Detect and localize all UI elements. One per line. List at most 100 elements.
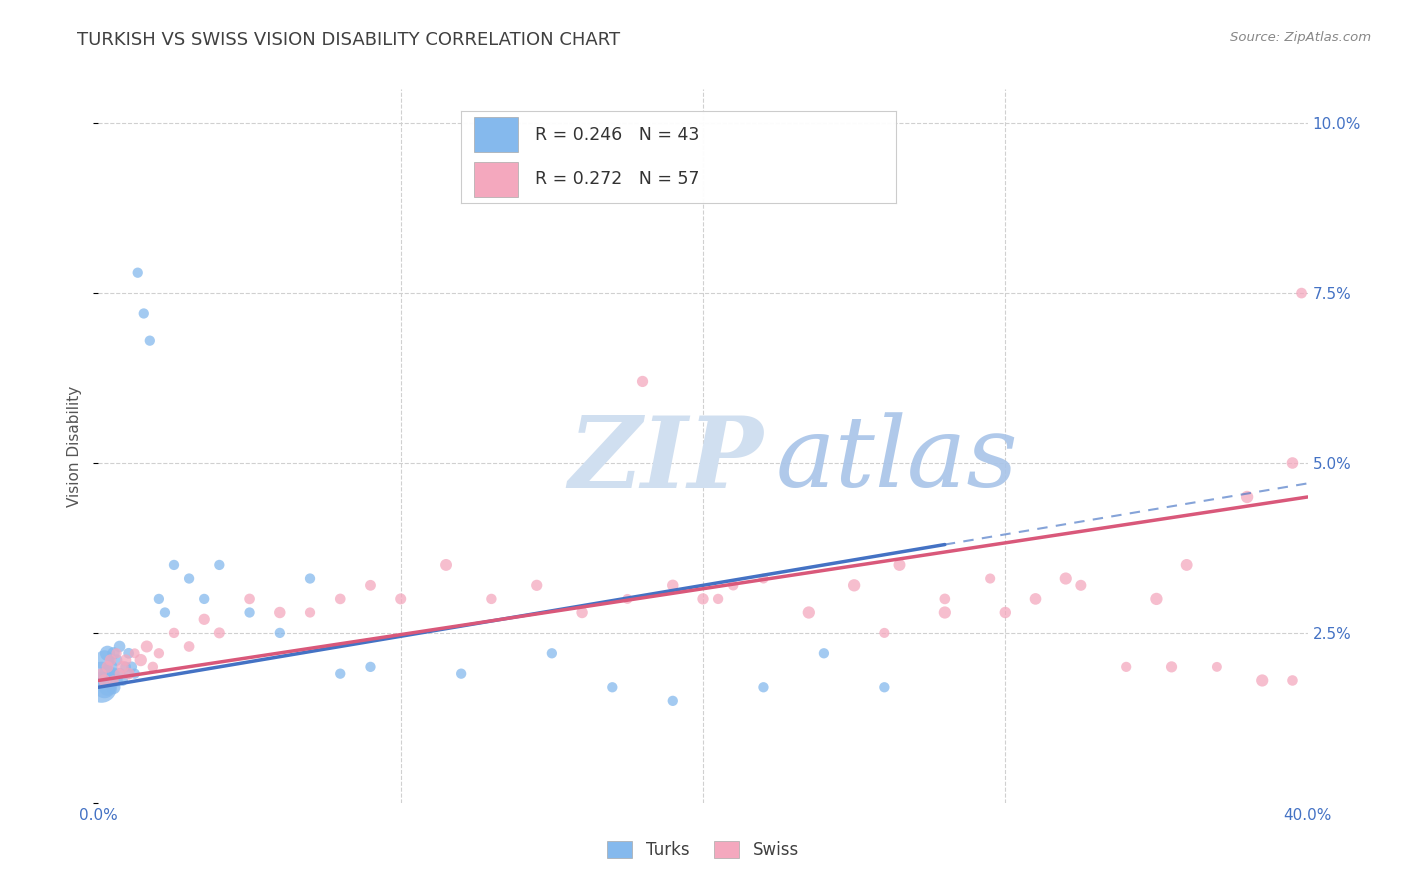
Point (139, 334, 162, 348)
Point (299, 572, 322, 586)
Point (163, 558, 186, 572)
Point (193, 591, 215, 606)
Point (208, 626, 231, 640)
Point (108, 666, 131, 681)
Point (1236, 490, 1258, 504)
Point (103, 673, 125, 688)
Point (979, 572, 1001, 586)
Point (723, 578, 745, 592)
Point (111, 673, 134, 688)
Point (1115, 660, 1137, 674)
Point (103, 666, 125, 681)
Point (934, 606, 956, 620)
Point (934, 591, 956, 606)
Point (96, 666, 118, 681)
Point (179, 640, 201, 654)
Point (873, 626, 896, 640)
Point (602, 680, 624, 694)
Point (108, 666, 131, 681)
Point (124, 666, 146, 681)
Text: atlas: atlas (776, 413, 1018, 508)
Point (118, 646, 141, 660)
Point (707, 591, 730, 606)
Point (631, 375, 654, 389)
Point (1054, 572, 1077, 586)
Point (108, 640, 131, 654)
Point (239, 591, 262, 606)
Point (148, 646, 170, 660)
Point (90, 666, 112, 681)
Point (1175, 558, 1198, 572)
Point (1251, 673, 1274, 688)
Point (127, 266, 149, 280)
Point (118, 666, 141, 681)
Point (813, 646, 835, 660)
Point (360, 660, 382, 674)
Point (114, 653, 136, 667)
Point (1070, 578, 1092, 592)
Point (135, 640, 157, 654)
Point (132, 306, 155, 320)
Point (142, 660, 165, 674)
Point (873, 680, 896, 694)
Point (481, 591, 503, 606)
Point (1291, 286, 1313, 301)
Point (269, 626, 291, 640)
Point (1144, 591, 1167, 606)
Point (100, 653, 122, 667)
Point (844, 578, 866, 592)
Point (360, 578, 382, 592)
Point (121, 660, 143, 674)
Point (661, 578, 683, 592)
Point (179, 572, 201, 586)
Point (90, 666, 112, 681)
Point (540, 646, 562, 660)
Point (434, 558, 457, 572)
Point (1206, 660, 1229, 674)
Point (153, 606, 176, 620)
Point (129, 653, 152, 667)
Point (114, 660, 136, 674)
Point (103, 646, 125, 660)
Point (105, 653, 128, 667)
Point (111, 660, 134, 674)
Legend: Turks, Swiss: Turks, Swiss (600, 834, 806, 866)
Text: TURKISH VS SWISS VISION DISABILITY CORRELATION CHART: TURKISH VS SWISS VISION DISABILITY CORRE… (77, 31, 620, 49)
Point (93, 673, 115, 688)
Point (96, 660, 118, 674)
Point (616, 591, 638, 606)
Point (692, 591, 714, 606)
Y-axis label: Vision Disability: Vision Disability (67, 385, 83, 507)
Point (994, 606, 1017, 620)
Point (797, 606, 820, 620)
Point (269, 606, 291, 620)
Point (124, 646, 146, 660)
Point (90, 680, 112, 694)
Point (118, 666, 141, 681)
Point (661, 694, 683, 708)
Point (103, 680, 125, 694)
Point (752, 680, 775, 694)
Point (193, 612, 215, 626)
Point (239, 606, 262, 620)
Point (208, 558, 231, 572)
Point (389, 591, 412, 606)
Point (105, 673, 128, 688)
Point (100, 660, 122, 674)
Point (1160, 660, 1182, 674)
Point (752, 572, 775, 586)
Point (1281, 673, 1303, 688)
Point (889, 558, 911, 572)
Point (148, 591, 170, 606)
Point (163, 626, 186, 640)
Point (299, 606, 322, 620)
Point (1024, 591, 1046, 606)
Text: ZIP: ZIP (568, 412, 763, 508)
Point (100, 673, 122, 688)
Point (526, 578, 548, 592)
Point (329, 666, 352, 681)
Point (105, 646, 128, 660)
Point (329, 591, 352, 606)
Point (96, 646, 118, 660)
Point (93, 653, 115, 667)
